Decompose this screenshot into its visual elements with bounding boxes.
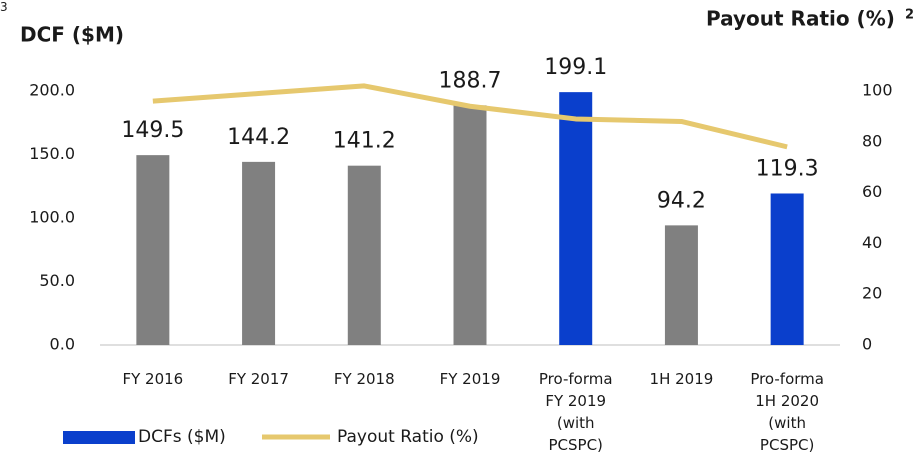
y2-tick-label: 80	[862, 131, 882, 150]
y2-axis-title: Payout Ratio (%)	[706, 7, 895, 31]
value-label: 199.1	[544, 55, 607, 80]
bar	[453, 105, 487, 345]
y-tick-label: 0.0	[50, 335, 75, 354]
x-tick-label: 1H 2019	[649, 370, 714, 388]
legend-label: DCFs ($M)	[138, 427, 226, 447]
y-axis-title: DCF ($M)	[20, 23, 124, 47]
x-tick-label: FY 2018	[333, 370, 395, 388]
bar	[136, 155, 170, 345]
y2-axis-title-note: 2	[905, 8, 914, 23]
bar	[559, 92, 593, 345]
value-label: 144.2	[227, 125, 290, 150]
line	[152, 83, 788, 150]
y2-tick-label: 40	[862, 233, 882, 252]
value-label: 119.3	[756, 156, 819, 181]
x-tick-label: Pro-forma 1H 2020 (with PCSPC)	[750, 370, 824, 454]
bar	[242, 161, 276, 345]
y-tick-label: 150.0	[29, 144, 75, 163]
bar	[664, 225, 698, 345]
y2-tick-label: 60	[862, 182, 882, 201]
y-tick-label: 50.0	[39, 271, 75, 290]
x-tick-label: FY 2019	[439, 370, 501, 388]
bar	[770, 193, 804, 345]
x-tick-label: Pro-forma FY 2019 (with PCSPC)	[538, 370, 613, 454]
value-label: 94.2	[657, 188, 706, 213]
x-tick-label: FY 2017	[228, 370, 289, 388]
value-label: 188.7	[439, 68, 502, 93]
y2-tick-label: 20	[862, 284, 882, 303]
y-tick-label: 100.0	[29, 208, 75, 227]
legend-label: Payout Ratio (%)	[337, 427, 479, 447]
bar	[347, 165, 381, 345]
value-label: 141.2	[333, 129, 396, 154]
category-note: 3	[0, 0, 8, 14]
y-tick-label: 200.0	[29, 81, 75, 100]
y2-tick-label: 100	[862, 81, 893, 100]
legend-swatch	[63, 431, 135, 444]
x-tick-label: FY 2016	[122, 370, 184, 388]
value-label: 149.5	[121, 118, 184, 143]
y2-tick-label: 0	[862, 335, 872, 354]
